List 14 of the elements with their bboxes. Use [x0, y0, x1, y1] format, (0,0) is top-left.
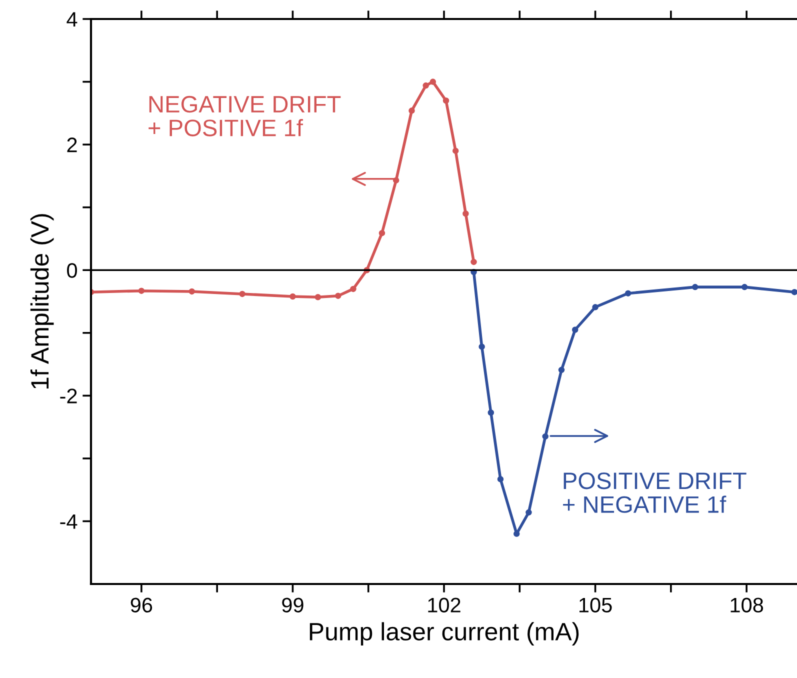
- y-tick-label: -4: [60, 514, 78, 529]
- y-tick-label: 0: [67, 263, 77, 278]
- x-tick-label: 105: [579, 598, 612, 612]
- y-tick-label: 4: [66, 12, 78, 27]
- x-axis-title: Pump laser current (mA): [310, 622, 579, 646]
- annotation: NEGATIVE DRIFT + POSITIVE 1f: [148, 96, 341, 136]
- annotation: POSITIVE DRIFT + NEGATIVE 1f: [563, 472, 746, 513]
- x-tick-label: 96: [130, 598, 152, 612]
- x-tick-label: 102: [428, 598, 460, 612]
- y-tick-label: 2: [67, 138, 77, 152]
- y-axis-title: 1f Amplitude (V): [30, 214, 54, 389]
- y-tick-label: -2: [60, 388, 77, 404]
- x-tick-label: 108: [730, 598, 764, 612]
- x-tick-label: 99: [282, 598, 304, 612]
